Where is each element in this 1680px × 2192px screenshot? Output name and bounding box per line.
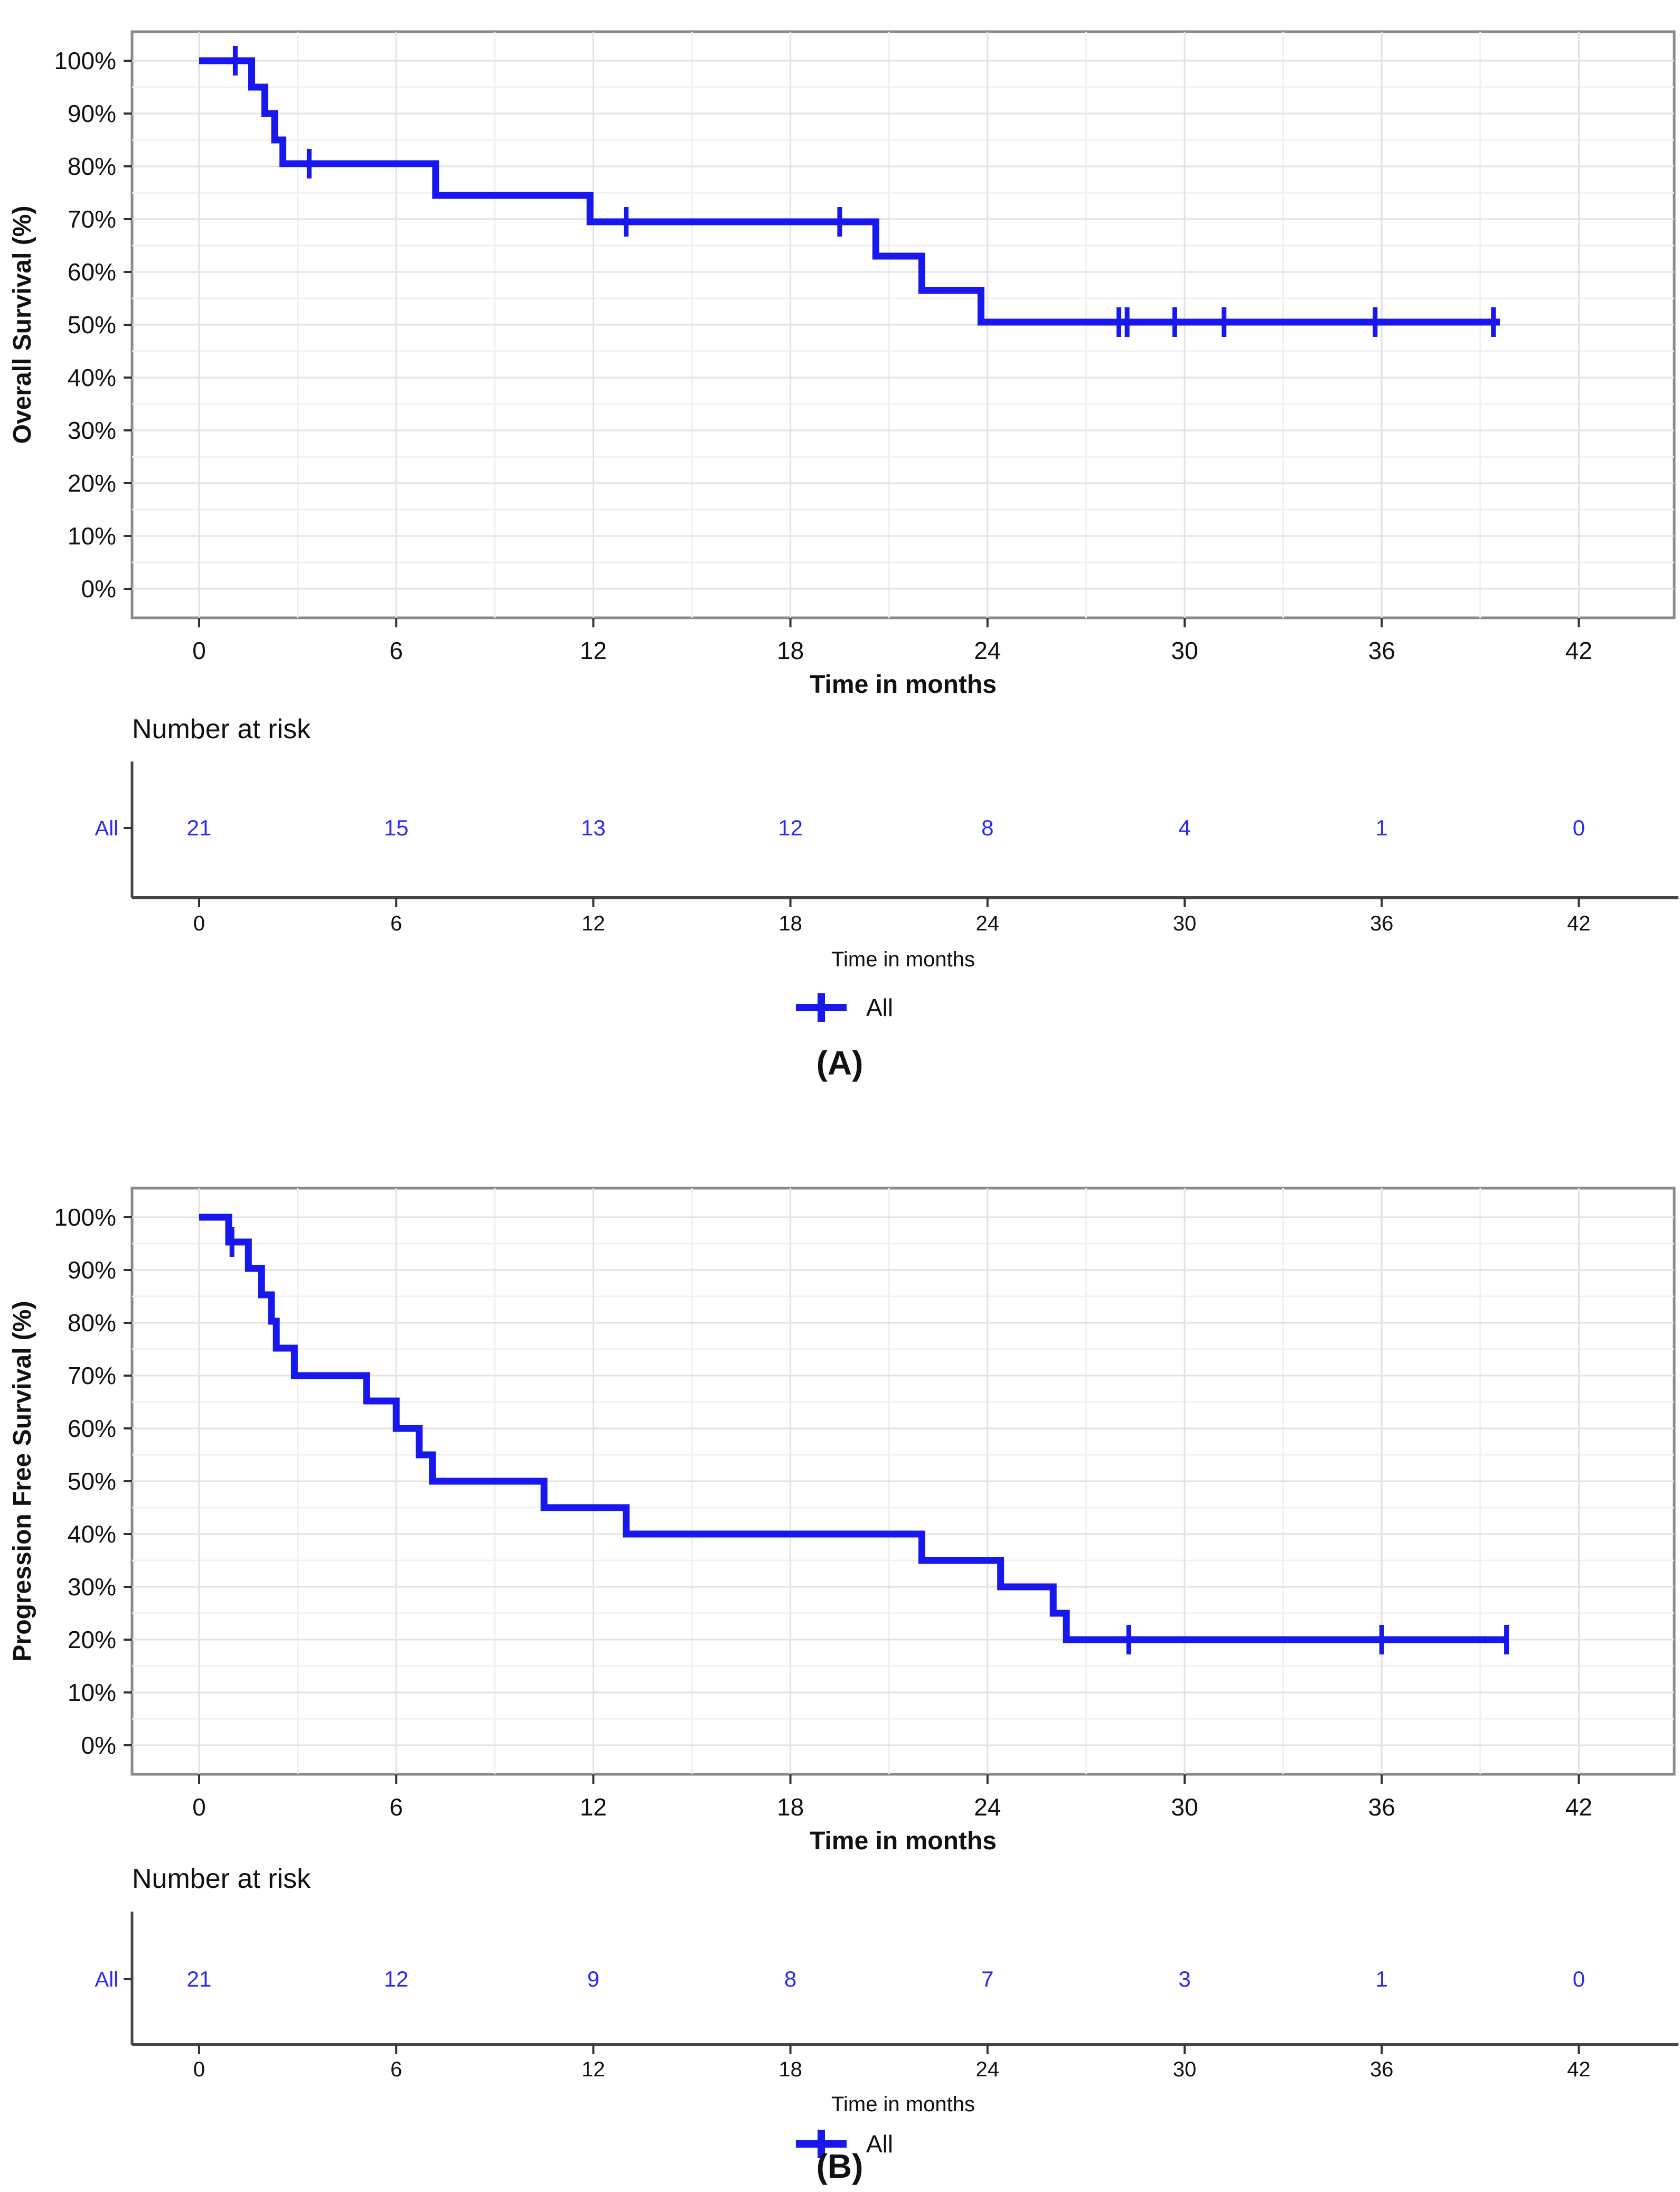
- risk-x-axis-title: Time in months: [831, 2093, 975, 2116]
- panel-letter: (A): [816, 1044, 864, 1082]
- panel-a: 0%10%20%30%40%50%60%70%80%90%100%0 6 12 18 2…: [8, 30, 1678, 1082]
- x-tick-label: 30: [1171, 637, 1198, 664]
- risk-count: 12: [384, 1967, 409, 1991]
- risk-x-tick-label: 30: [1173, 912, 1197, 935]
- risk-count: 12: [778, 815, 803, 840]
- x-tick-label: 36: [1368, 1793, 1395, 1821]
- risk-count: 13: [581, 815, 606, 840]
- x-tick-label: 18: [777, 637, 804, 664]
- survival-curve: [199, 1213, 1507, 1643]
- legend: All: [796, 993, 893, 1022]
- risk-count: 8: [981, 815, 993, 840]
- y-tick-label: 0%: [81, 575, 116, 603]
- risk-x-tick-label: 6: [390, 2058, 402, 2081]
- risk-count: 15: [384, 815, 409, 840]
- y-tick-label: 0%: [81, 1732, 116, 1759]
- risk-row-label: All: [95, 1968, 118, 1991]
- x-tick-label: 0: [192, 637, 206, 664]
- risk-x-tick-label: 6: [390, 912, 402, 935]
- risk-count: 9: [587, 1967, 599, 1991]
- risk-count: 4: [1178, 815, 1190, 840]
- risk-count: 21: [187, 1967, 212, 1991]
- risk-x-tick-label: 36: [1370, 2058, 1394, 2081]
- x-tick-label: 12: [580, 637, 607, 664]
- risk-x-tick-label: 18: [778, 2058, 802, 2081]
- x-tick-label: 12: [580, 1793, 607, 1821]
- risk-count: 21: [187, 815, 212, 840]
- y-tick-label: 20%: [68, 1626, 116, 1653]
- x-axis-title: Time in months: [810, 671, 997, 699]
- x-tick-label: 6: [389, 1793, 403, 1821]
- risk-count: 1: [1376, 1967, 1388, 1991]
- censor-marks: [229, 1227, 1509, 1654]
- y-tick-label: 20%: [68, 469, 116, 497]
- risk-x-tick-label: 42: [1567, 2058, 1591, 2081]
- risk-x-tick-label: 24: [976, 912, 1000, 935]
- risk-x-tick-label: 0: [193, 2058, 205, 2081]
- y-tick-label: 40%: [68, 1520, 116, 1548]
- risk-count: 7: [981, 1967, 993, 1991]
- y-tick-label: 30%: [68, 417, 116, 444]
- survival-curve: [199, 57, 1500, 326]
- censor-marks: [232, 46, 1496, 337]
- x-tick-label: 6: [389, 637, 403, 664]
- y-tick-label: 70%: [68, 1362, 116, 1389]
- risk-x-tick-label: 42: [1567, 912, 1591, 935]
- risk-x-tick-label: 18: [778, 912, 802, 935]
- x-tick-label: 0: [192, 1793, 206, 1821]
- y-tick-label: 60%: [68, 258, 116, 286]
- panel-b: 0%10%20%30%40%50%60%70%80%90%100%0 6 12 18 2…: [8, 1187, 1678, 2185]
- x-tick-label: 42: [1565, 1793, 1592, 1821]
- x-tick-label: 18: [777, 1793, 804, 1821]
- risk-x-tick-label: 12: [581, 2058, 605, 2081]
- risk-row-label: All: [95, 817, 118, 840]
- x-axis-title: Time in months: [810, 1827, 997, 1855]
- y-tick-label: 90%: [68, 1256, 116, 1284]
- number-at-risk-title: Number at risk: [132, 714, 311, 745]
- y-tick-label: 90%: [68, 100, 116, 127]
- risk-count: 1: [1376, 815, 1388, 840]
- risk-count: 0: [1573, 1967, 1585, 1991]
- risk-x-tick-label: 30: [1173, 2058, 1197, 2081]
- risk-x-tick-label: 36: [1370, 912, 1394, 935]
- y-tick-label: 40%: [68, 364, 116, 391]
- panel-letter: (B): [816, 2147, 864, 2185]
- risk-x-axis-title: Time in months: [831, 948, 975, 971]
- y-tick-label: 10%: [68, 522, 116, 550]
- y-tick-label: 50%: [68, 1467, 116, 1495]
- risk-x-tick-label: 24: [976, 2058, 1000, 2081]
- risk-count: 3: [1178, 1967, 1190, 1991]
- legend: All: [796, 2130, 893, 2158]
- y-tick-label: 30%: [68, 1573, 116, 1601]
- y-tick-label: 50%: [68, 311, 116, 338]
- y-axis-title: Overall Survival (%): [8, 206, 36, 444]
- x-tick-label: 36: [1368, 637, 1395, 664]
- legend-label: All: [866, 2130, 893, 2158]
- risk-count: 0: [1573, 815, 1585, 840]
- y-tick-label: 10%: [68, 1679, 116, 1706]
- y-tick-label: 70%: [68, 205, 116, 233]
- legend-label: All: [866, 994, 893, 1021]
- risk-x-tick-label: 0: [193, 912, 205, 935]
- x-tick-label: 24: [974, 1793, 1001, 1821]
- gridlines: [132, 1188, 1674, 1774]
- x-tick-label: 42: [1565, 637, 1592, 664]
- number-at-risk-title: Number at risk: [132, 1864, 311, 1894]
- y-tick-label: 80%: [68, 1309, 116, 1337]
- x-tick-label: 24: [974, 637, 1001, 664]
- x-tick-label: 30: [1171, 1793, 1198, 1821]
- risk-x-tick-label: 12: [581, 912, 605, 935]
- y-tick-label: 100%: [54, 47, 116, 74]
- risk-count: 8: [784, 1967, 796, 1991]
- y-tick-label: 100%: [54, 1203, 116, 1231]
- y-tick-label: 80%: [68, 153, 116, 180]
- y-axis-title: Progression Free Survival (%): [8, 1301, 36, 1662]
- y-tick-label: 60%: [68, 1415, 116, 1442]
